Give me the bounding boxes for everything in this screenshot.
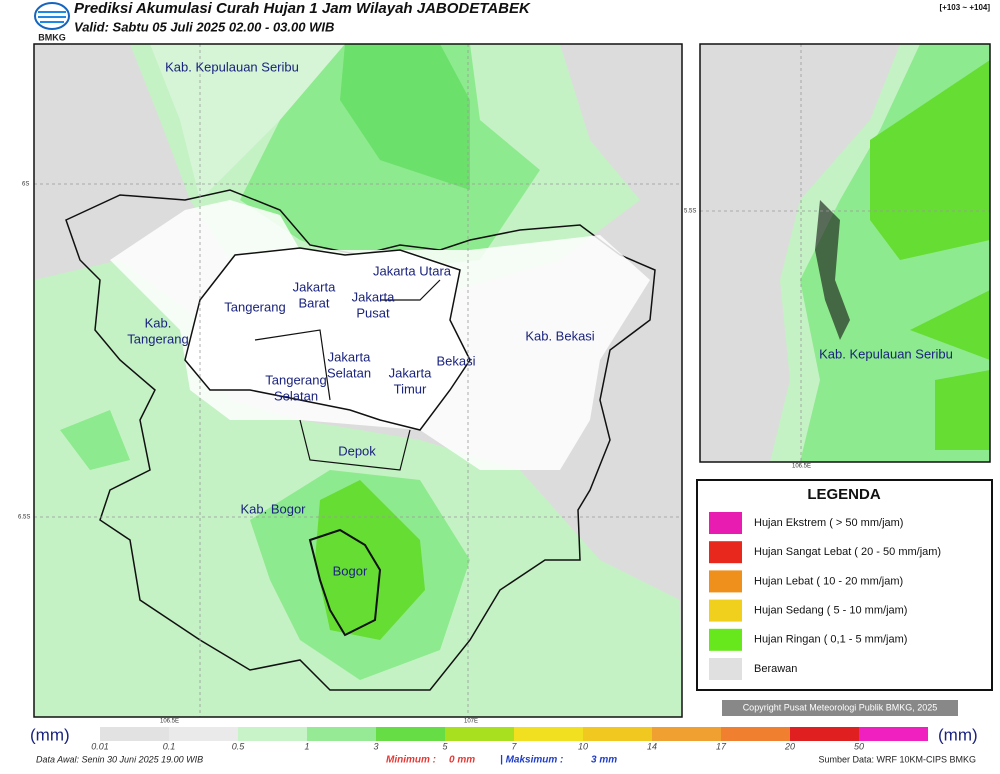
maksimum-label: | Maksimum : — [500, 755, 563, 766]
legend-item: Hujan Ringan ( 0,1 - 5 mm/jam) — [754, 634, 907, 646]
colorbar-segment — [307, 727, 376, 741]
inset-map — [699, 43, 991, 463]
colorbar-tick-label: 17 — [716, 741, 727, 751]
colorbar-unit: (mm) — [30, 725, 70, 744]
map-label: Jakarta — [352, 289, 395, 304]
copyright: Copyright Pusat Meteorologi Publik BMKG,… — [743, 702, 938, 712]
map-label: Selatan — [274, 388, 318, 403]
colorbar-tick-label: 50 — [854, 741, 864, 751]
logo: BMKG — [34, 2, 70, 42]
legend-swatch — [709, 658, 742, 680]
colorbar-segment — [790, 727, 859, 741]
map-label: Selatan — [327, 365, 371, 380]
map-label: Timur — [394, 381, 427, 396]
title: Prediksi Akumulasi Curah Hujan 1 Jam Wil… — [74, 0, 531, 17]
colorbar-tick-label: 10 — [578, 741, 588, 751]
legend-swatch — [709, 512, 742, 534]
colorbar-tick-label: 0.5 — [232, 741, 246, 751]
map-label: Tangerang — [127, 331, 188, 346]
legend-item: Hujan Lebat ( 10 - 20 mm/jam) — [754, 575, 903, 587]
colorbar-segment — [376, 727, 445, 741]
legend-title: LEGENDA — [807, 486, 881, 503]
source: Sumber Data: WRF 10KM-CIPS BMKG — [818, 754, 976, 764]
map-label: Kab. — [145, 315, 172, 330]
colorbar-tick-label: 0.01 — [91, 741, 109, 751]
legend-item: Hujan Sangat Lebat ( 20 - 50 mm/jam) — [754, 546, 941, 558]
range: [+103 ~ +104] — [940, 3, 991, 12]
data-awal: Data Awal: Senin 30 Juni 2025 19.00 WIB — [36, 754, 203, 764]
grid-label: 5.5S — [684, 209, 696, 215]
colorbar-segment — [238, 727, 307, 741]
legend-swatch — [709, 628, 742, 651]
map-label: Kab. Bogor — [240, 501, 306, 516]
grid-label: 6S — [22, 182, 29, 188]
map-label: Jakarta — [389, 365, 432, 380]
colorbar-tick-label: 5 — [442, 741, 448, 751]
colorbar-segment — [583, 727, 652, 741]
colorbar-tick-label: 7 — [511, 741, 517, 751]
grid-label: 6.5S — [18, 515, 30, 521]
map-label: Kab. Kepulauan Seribu — [819, 346, 953, 361]
map-label: Barat — [298, 295, 329, 310]
colorbar-tick-label: 0.1 — [163, 741, 176, 751]
colorbar-tick-label: 3 — [373, 741, 378, 751]
colorbar-segment — [652, 727, 721, 741]
legend-item: Hujan Sedang ( 5 - 10 mm/jam) — [754, 605, 907, 617]
map-label: Bogor — [333, 563, 368, 578]
map-label: Depok — [338, 443, 376, 458]
map-label: Jakarta Utara — [373, 263, 452, 278]
colorbar-segment — [100, 727, 169, 741]
legend-box — [696, 479, 993, 691]
colorbar-segment — [721, 727, 790, 741]
colorbar-unit: (mm) — [938, 725, 978, 744]
minimum-label: Minimum : — [386, 755, 436, 766]
legend-item: Berawan — [754, 663, 797, 675]
map-label: Kab. Kepulauan Seribu — [165, 59, 299, 74]
map-label: Tangerang — [265, 372, 326, 387]
legend-swatch — [709, 541, 742, 564]
copyright-bg — [722, 700, 958, 716]
grid-label: 106.5E — [792, 464, 811, 470]
map-label: Tangerang — [224, 299, 285, 314]
colorbar-segment — [445, 727, 514, 741]
grid-label: 106.5E — [160, 719, 179, 725]
maksimum: 3 mm — [591, 755, 617, 766]
map-label: Kab. Bekasi — [525, 328, 594, 343]
legend-swatch — [709, 570, 742, 593]
logo-text: BMKG — [38, 32, 66, 42]
grid-label: 107E — [464, 719, 478, 725]
map-label: Jakarta — [328, 349, 371, 364]
minimum: 0 mm — [449, 755, 475, 766]
colorbar-segment — [859, 727, 928, 741]
map-label: Jakarta — [293, 279, 336, 294]
colorbar-segment — [514, 727, 583, 741]
main-map — [33, 43, 683, 718]
legend-swatch — [709, 599, 742, 622]
map-label: Bekasi — [436, 353, 475, 368]
colorbar-tick-label: 20 — [784, 741, 795, 751]
colorbar-tick-label: 14 — [647, 741, 657, 751]
map-label: Pusat — [356, 305, 390, 320]
colorbar-segment — [169, 727, 238, 741]
subtitle: Valid: Sabtu 05 Juli 2025 02.00 - 03.00 … — [74, 19, 334, 34]
legend-item: Hujan Ekstrem ( > 50 mm/jam) — [754, 517, 903, 529]
colorbar-tick-label: 1 — [304, 741, 309, 751]
